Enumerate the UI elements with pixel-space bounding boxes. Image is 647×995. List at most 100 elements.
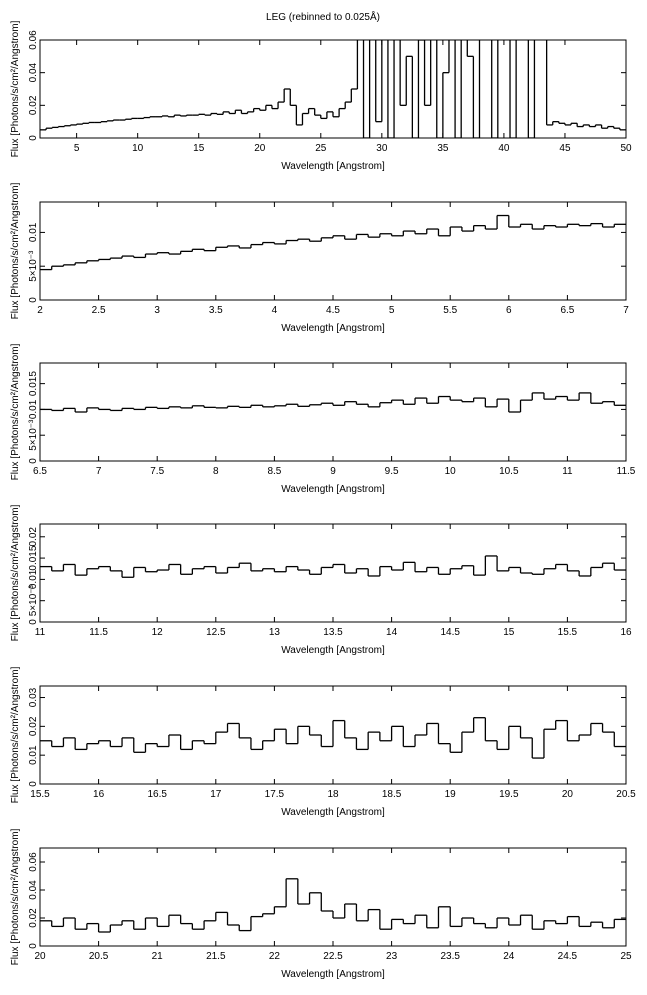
- x-tick-label: 7: [96, 466, 102, 477]
- x-tick-label: 21.5: [206, 951, 226, 962]
- x-axis-label: Wavelength [Angstrom]: [281, 161, 385, 172]
- x-tick-label: 9.5: [385, 466, 399, 477]
- x-tick-label: 30: [376, 143, 388, 154]
- x-tick-label: 25: [315, 143, 327, 154]
- y-axis-label: Flux [Photons/s/cm²/Angstrom]: [10, 343, 21, 480]
- x-axis-label: Wavelength [Angstrom]: [281, 969, 385, 980]
- x-tick-label: 16: [93, 789, 105, 800]
- x-tick-label: 20: [562, 789, 574, 800]
- spectrum: [40, 40, 626, 138]
- plot-frame: [39, 362, 627, 462]
- panel: 5 10 15 20 25 30 35 40 45 50 0 0.02 0.04 0.06 Waveleng…: [10, 20, 632, 172]
- x-tick-label: 24: [503, 951, 515, 962]
- plot-frame: [39, 39, 627, 139]
- x-tick-label: 12: [152, 627, 164, 638]
- y-tick-label: 5×10⁻³: [28, 584, 39, 616]
- x-tick-label: 16: [620, 627, 632, 638]
- y-tick-label: 0.02: [28, 716, 39, 736]
- bin-connector: [51, 215, 615, 270]
- x-tick-label: 20: [34, 951, 46, 962]
- x-tick-label: 6.5: [560, 305, 574, 316]
- x-tick-label: 3.5: [209, 305, 223, 316]
- y-tick-label: 0.04: [28, 62, 39, 82]
- x-tick-label: 23: [386, 951, 398, 962]
- y-tick-label: 0.06: [28, 852, 39, 872]
- bin-connector: [51, 878, 615, 932]
- spectrum: [40, 392, 626, 413]
- plot-frame: [39, 847, 627, 947]
- x-tick-label: 8: [213, 466, 219, 477]
- x-tick-label: 8.5: [267, 466, 281, 477]
- x-tick-label: 18: [327, 789, 339, 800]
- x-tick-label: 7: [623, 305, 629, 316]
- y-axis-label: Flux [Photons/s/cm²/Angstrom]: [10, 504, 21, 641]
- y-tick-label: 5×10⁻³: [28, 250, 39, 282]
- spectrum: [40, 555, 626, 578]
- y-tick-label: 0.03: [28, 687, 39, 707]
- panel: 6.5 7 7.5 8 8.5 9 9.5 10 10.5 11 11.5 0 5×10⁻³0.01 0.…: [10, 343, 636, 495]
- spectrum: [40, 214, 626, 271]
- x-tick-label: 7.5: [150, 466, 164, 477]
- x-tick-label: 10.5: [499, 466, 519, 477]
- y-tick-label: 0.015: [28, 371, 39, 396]
- x-tick-label: 11.5: [89, 627, 108, 638]
- y-tick-label: 0.01: [28, 569, 39, 589]
- bin-connector: [45, 40, 621, 138]
- x-tick-label: 11.5: [617, 466, 636, 477]
- plot-frame: [39, 201, 627, 301]
- x-tick-label: 3: [154, 305, 160, 316]
- x-tick-label: 6.5: [33, 466, 47, 477]
- x-tick-label: 10: [445, 466, 457, 477]
- y-tick-label: 0.015: [28, 545, 39, 570]
- bin-connector: [51, 392, 615, 412]
- x-tick-label: 50: [620, 143, 632, 154]
- x-axis-label: Wavelength [Angstrom]: [281, 323, 385, 334]
- y-tick-label: 0.01: [28, 222, 39, 242]
- x-tick-label: 12.5: [206, 627, 226, 638]
- plot-frame: [39, 685, 627, 785]
- x-tick-label: 13: [269, 627, 281, 638]
- y-tick-label: 0.04: [28, 880, 39, 900]
- x-tick-label: 9: [330, 466, 336, 477]
- x-tick-label: 14: [386, 627, 398, 638]
- x-tick-label: 2: [37, 305, 43, 316]
- x-tick-label: 18.5: [382, 789, 402, 800]
- x-tick-label: 21: [152, 951, 164, 962]
- panel: 15.5 16 16.5 17 17.5 18 18.5 19 19.5 20 20.5 0 0.01 0…: [10, 666, 636, 818]
- x-axis-label: Wavelength [Angstrom]: [281, 484, 385, 495]
- x-tick-label: 23.5: [440, 951, 460, 962]
- x-tick-label: 11: [35, 627, 46, 638]
- x-tick-label: 24.5: [558, 951, 578, 962]
- bin-connector: [51, 717, 615, 759]
- x-tick-label: 10: [132, 143, 144, 154]
- x-tick-label: 15: [503, 627, 515, 638]
- y-axis-label: Flux [Photons/s/cm²/Angstrom]: [10, 666, 21, 803]
- x-axis-label: Wavelength [Angstrom]: [281, 645, 385, 656]
- plot-frame: [39, 523, 627, 623]
- x-tick-label: 4.5: [326, 305, 340, 316]
- x-tick-label: 17.5: [265, 789, 285, 800]
- figure-title: LEG (rebinned to 0.025Å): [266, 10, 380, 23]
- y-tick-label: 0: [28, 135, 39, 141]
- y-tick-label: 0.02: [28, 908, 39, 928]
- panel: 2 2.5 3 3.5 4 4.5 5 5.5 6 6.5 7 0 5×10⁻³ 0.01 Waveleng…: [10, 182, 629, 334]
- x-tick-label: 22: [269, 951, 281, 962]
- x-tick-label: 11: [562, 466, 573, 477]
- x-tick-label: 20.5: [89, 951, 109, 962]
- y-tick-label: 0.01: [28, 745, 39, 765]
- x-tick-label: 40: [498, 143, 510, 154]
- x-tick-label: 14.5: [440, 627, 460, 638]
- x-tick-label: 2.5: [92, 305, 106, 316]
- x-tick-label: 25: [620, 951, 632, 962]
- y-tick-label: 0.01: [28, 399, 39, 419]
- y-tick-label: 0: [28, 458, 39, 464]
- y-tick-label: 5×10⁻³: [28, 419, 39, 451]
- x-tick-label: 20: [254, 143, 266, 154]
- panel: 11 11.5 12 12.5 13 13.5 14 14.5 15 15.5 1605×10⁻³0…: [10, 504, 632, 656]
- x-tick-label: 19: [445, 789, 457, 800]
- x-tick-label: 16.5: [147, 789, 167, 800]
- bin-connector: [51, 555, 615, 578]
- y-tick-label: 0.02: [28, 527, 39, 547]
- y-tick-label: 0.02: [28, 95, 39, 115]
- x-tick-label: 17: [210, 789, 222, 800]
